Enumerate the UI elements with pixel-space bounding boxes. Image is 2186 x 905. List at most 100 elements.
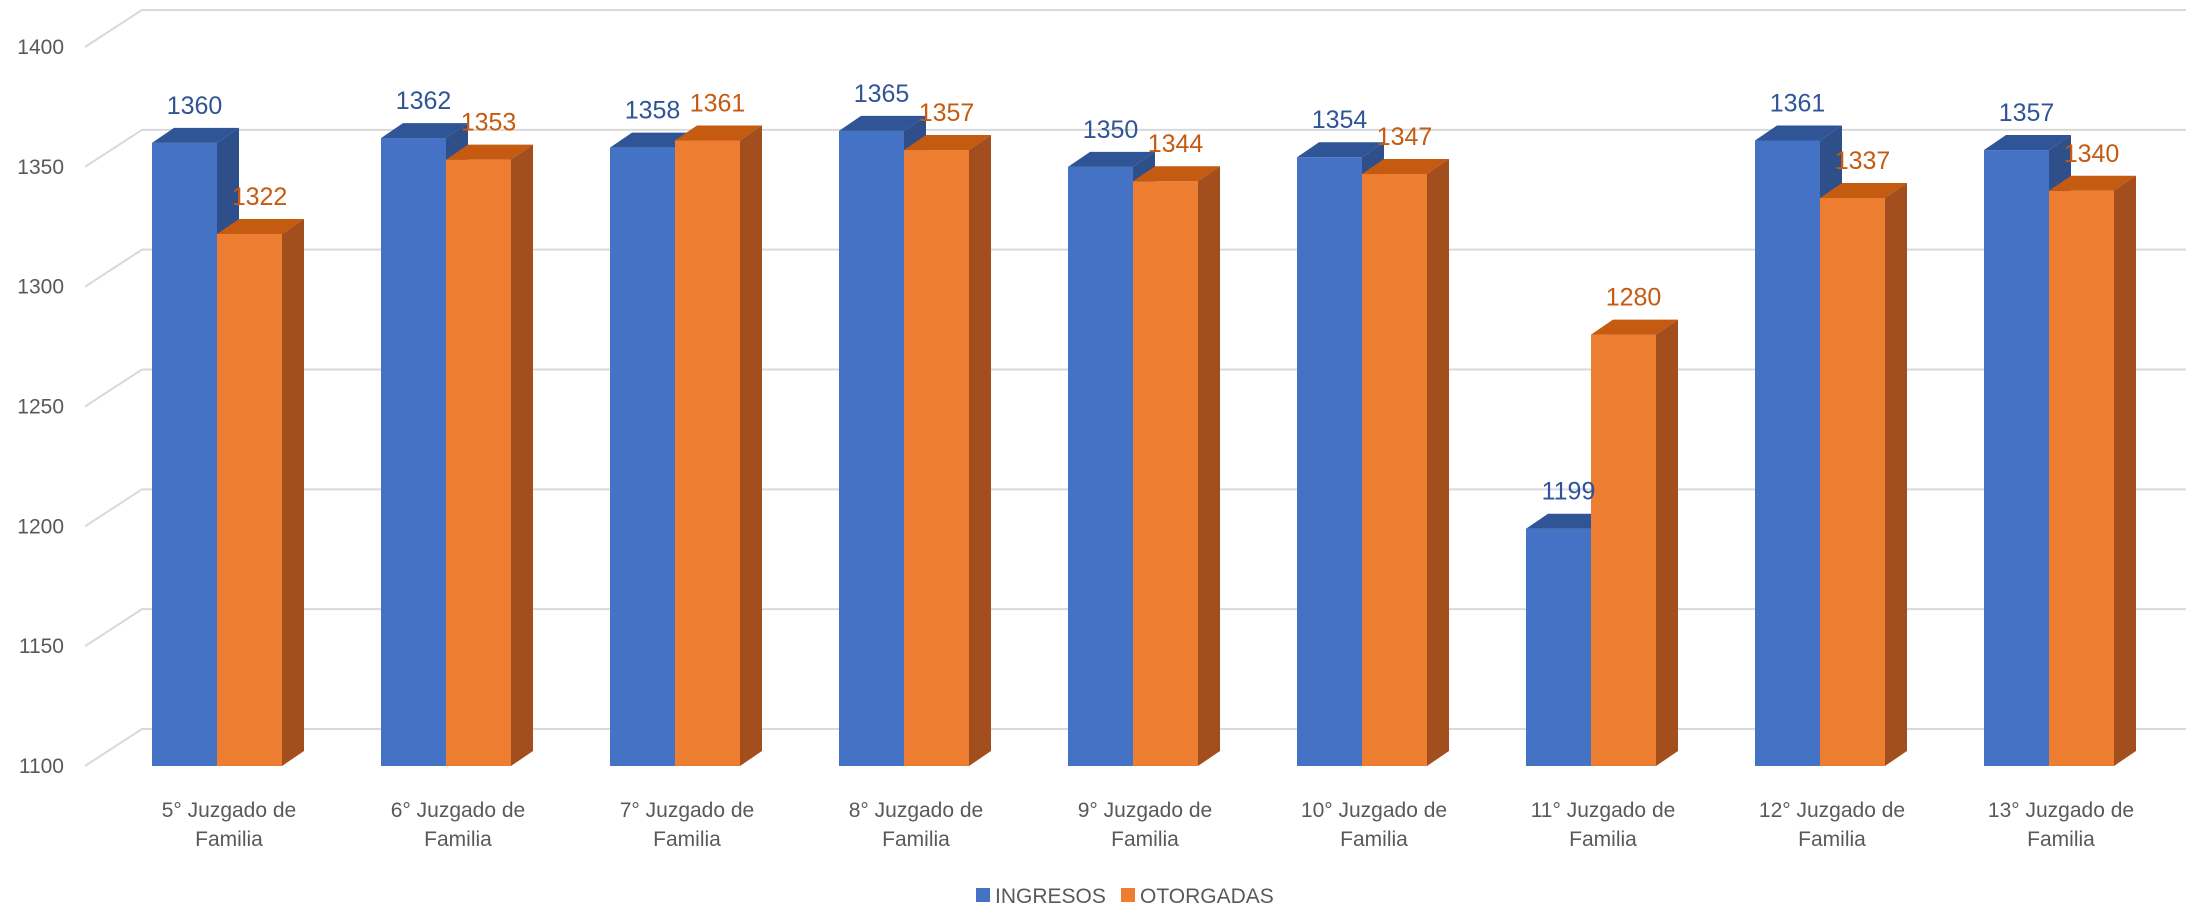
data-label: 1350 — [1083, 116, 1139, 144]
bar-front — [152, 142, 217, 766]
bar-top — [1755, 125, 1842, 141]
bar-top — [1133, 166, 1220, 182]
bar-front — [1591, 334, 1656, 766]
bar-front — [446, 159, 511, 767]
bar-front — [1984, 150, 2049, 767]
bar-otorgadas — [675, 125, 762, 767]
bar-otorgadas — [1820, 182, 1907, 767]
legend: INGRESOS OTORGADAS — [976, 885, 1274, 905]
bar-side — [2114, 175, 2136, 767]
gridline — [84, 488, 2186, 528]
bar-otorgadas — [446, 144, 533, 767]
bar-side — [511, 144, 533, 767]
bar-top — [675, 125, 762, 141]
bar-front — [1297, 157, 1362, 766]
bar-side — [1656, 319, 1678, 766]
bar-otorgadas — [2049, 175, 2136, 767]
legend-label: OTORGADAS — [1140, 885, 1274, 905]
bar-front — [1820, 197, 1885, 767]
bar-top — [381, 123, 468, 139]
bar-front — [1526, 528, 1591, 766]
bar-top — [839, 115, 926, 131]
y-tick-label: 1400 — [17, 36, 64, 59]
x-category-label: 5° Juzgado de Familia — [162, 799, 297, 851]
gridlines — [84, 9, 2186, 767]
y-tick-label: 1150 — [19, 635, 64, 658]
bar-top — [1820, 182, 1907, 198]
legend-swatch — [1121, 888, 1135, 902]
data-label: 1358 — [625, 97, 681, 125]
y-tick-label: 1200 — [17, 515, 64, 538]
bar-otorgadas — [1591, 319, 1678, 766]
legend-swatch — [976, 888, 990, 902]
data-label: 1353 — [461, 109, 517, 137]
bar-top — [904, 135, 991, 151]
x-axis-categories: 5° Juzgado de Familia 6° Juzgado de Familia… — [162, 799, 2134, 851]
bar-front — [2049, 190, 2114, 767]
bar-top — [2049, 175, 2136, 191]
gridline — [84, 608, 2186, 648]
data-label: 1340 — [2064, 140, 2120, 168]
y-tick-label: 1250 — [17, 396, 64, 419]
data-label: 1360 — [167, 92, 223, 120]
bar-front — [1755, 140, 1820, 767]
x-category-label: 13° Juzgado de Familia — [1988, 799, 2134, 851]
bar-side — [740, 125, 762, 767]
data-label: 1357 — [1999, 99, 2055, 127]
bar-side — [282, 218, 304, 766]
data-label: 1337 — [1835, 147, 1891, 175]
y-axis-ticks: 1100 1150 1200 1250 1300 1350 1400 — [17, 36, 64, 778]
bar-otorgadas — [217, 218, 304, 766]
data-label: 1344 — [1148, 130, 1204, 158]
bar-otorgadas — [1362, 159, 1449, 767]
bar-otorgadas — [904, 135, 991, 767]
bar-front — [904, 150, 969, 767]
data-labels: 1360 1322 1362 1353 1358 1361 1365 1357 1350 1344… — [167, 80, 2120, 506]
data-label: 1361 — [690, 89, 746, 117]
gridline — [84, 248, 2186, 288]
x-category-label: 7° Juzgado de Familia — [620, 799, 755, 851]
gridline — [84, 728, 2186, 767]
gridline — [84, 9, 2186, 48]
x-category-label: 12° Juzgado de Familia — [1759, 799, 1905, 851]
x-category-label: 6° Juzgado de Familia — [391, 799, 526, 851]
data-label: 1365 — [854, 80, 910, 108]
data-label: 1361 — [1770, 89, 1826, 117]
x-category-label: 9° Juzgado de Familia — [1078, 799, 1213, 851]
data-label: 1199 — [1542, 478, 1596, 506]
bar-front — [1068, 166, 1133, 767]
bar-top — [217, 218, 304, 234]
y-tick-label: 1300 — [17, 276, 64, 299]
bar-side — [969, 135, 991, 767]
bar-top — [1068, 151, 1155, 167]
bar-top — [152, 127, 239, 143]
x-category-label: 11° Juzgado de Familia — [1531, 799, 1676, 851]
y-tick-label: 1350 — [17, 156, 64, 179]
data-label: 1362 — [396, 87, 452, 115]
bar-front — [610, 147, 675, 766]
bar-front — [381, 138, 446, 766]
y-tick-label: 1100 — [19, 755, 64, 778]
data-label: 1357 — [919, 99, 975, 127]
bar-top — [1591, 319, 1678, 335]
data-label: 1280 — [1606, 284, 1662, 312]
bar-front — [1133, 181, 1198, 767]
bar-side — [1198, 166, 1220, 767]
data-label: 1347 — [1377, 123, 1433, 151]
bar-side — [1427, 159, 1449, 767]
data-label: 1354 — [1312, 106, 1368, 134]
bar-front — [1362, 174, 1427, 767]
x-category-label: 8° Juzgado de Familia — [849, 799, 984, 851]
bar-top — [1984, 135, 2071, 151]
legend-label: INGRESOS — [995, 885, 1106, 905]
bar-front — [675, 140, 740, 767]
bars — [152, 115, 2136, 767]
bar-top — [1362, 159, 1449, 175]
data-label: 1322 — [232, 183, 288, 211]
bar-front — [217, 233, 282, 766]
bar-side — [1885, 182, 1907, 767]
gridline — [84, 368, 2186, 408]
bar-front — [839, 130, 904, 767]
x-category-label: 10° Juzgado de Familia — [1301, 799, 1447, 851]
